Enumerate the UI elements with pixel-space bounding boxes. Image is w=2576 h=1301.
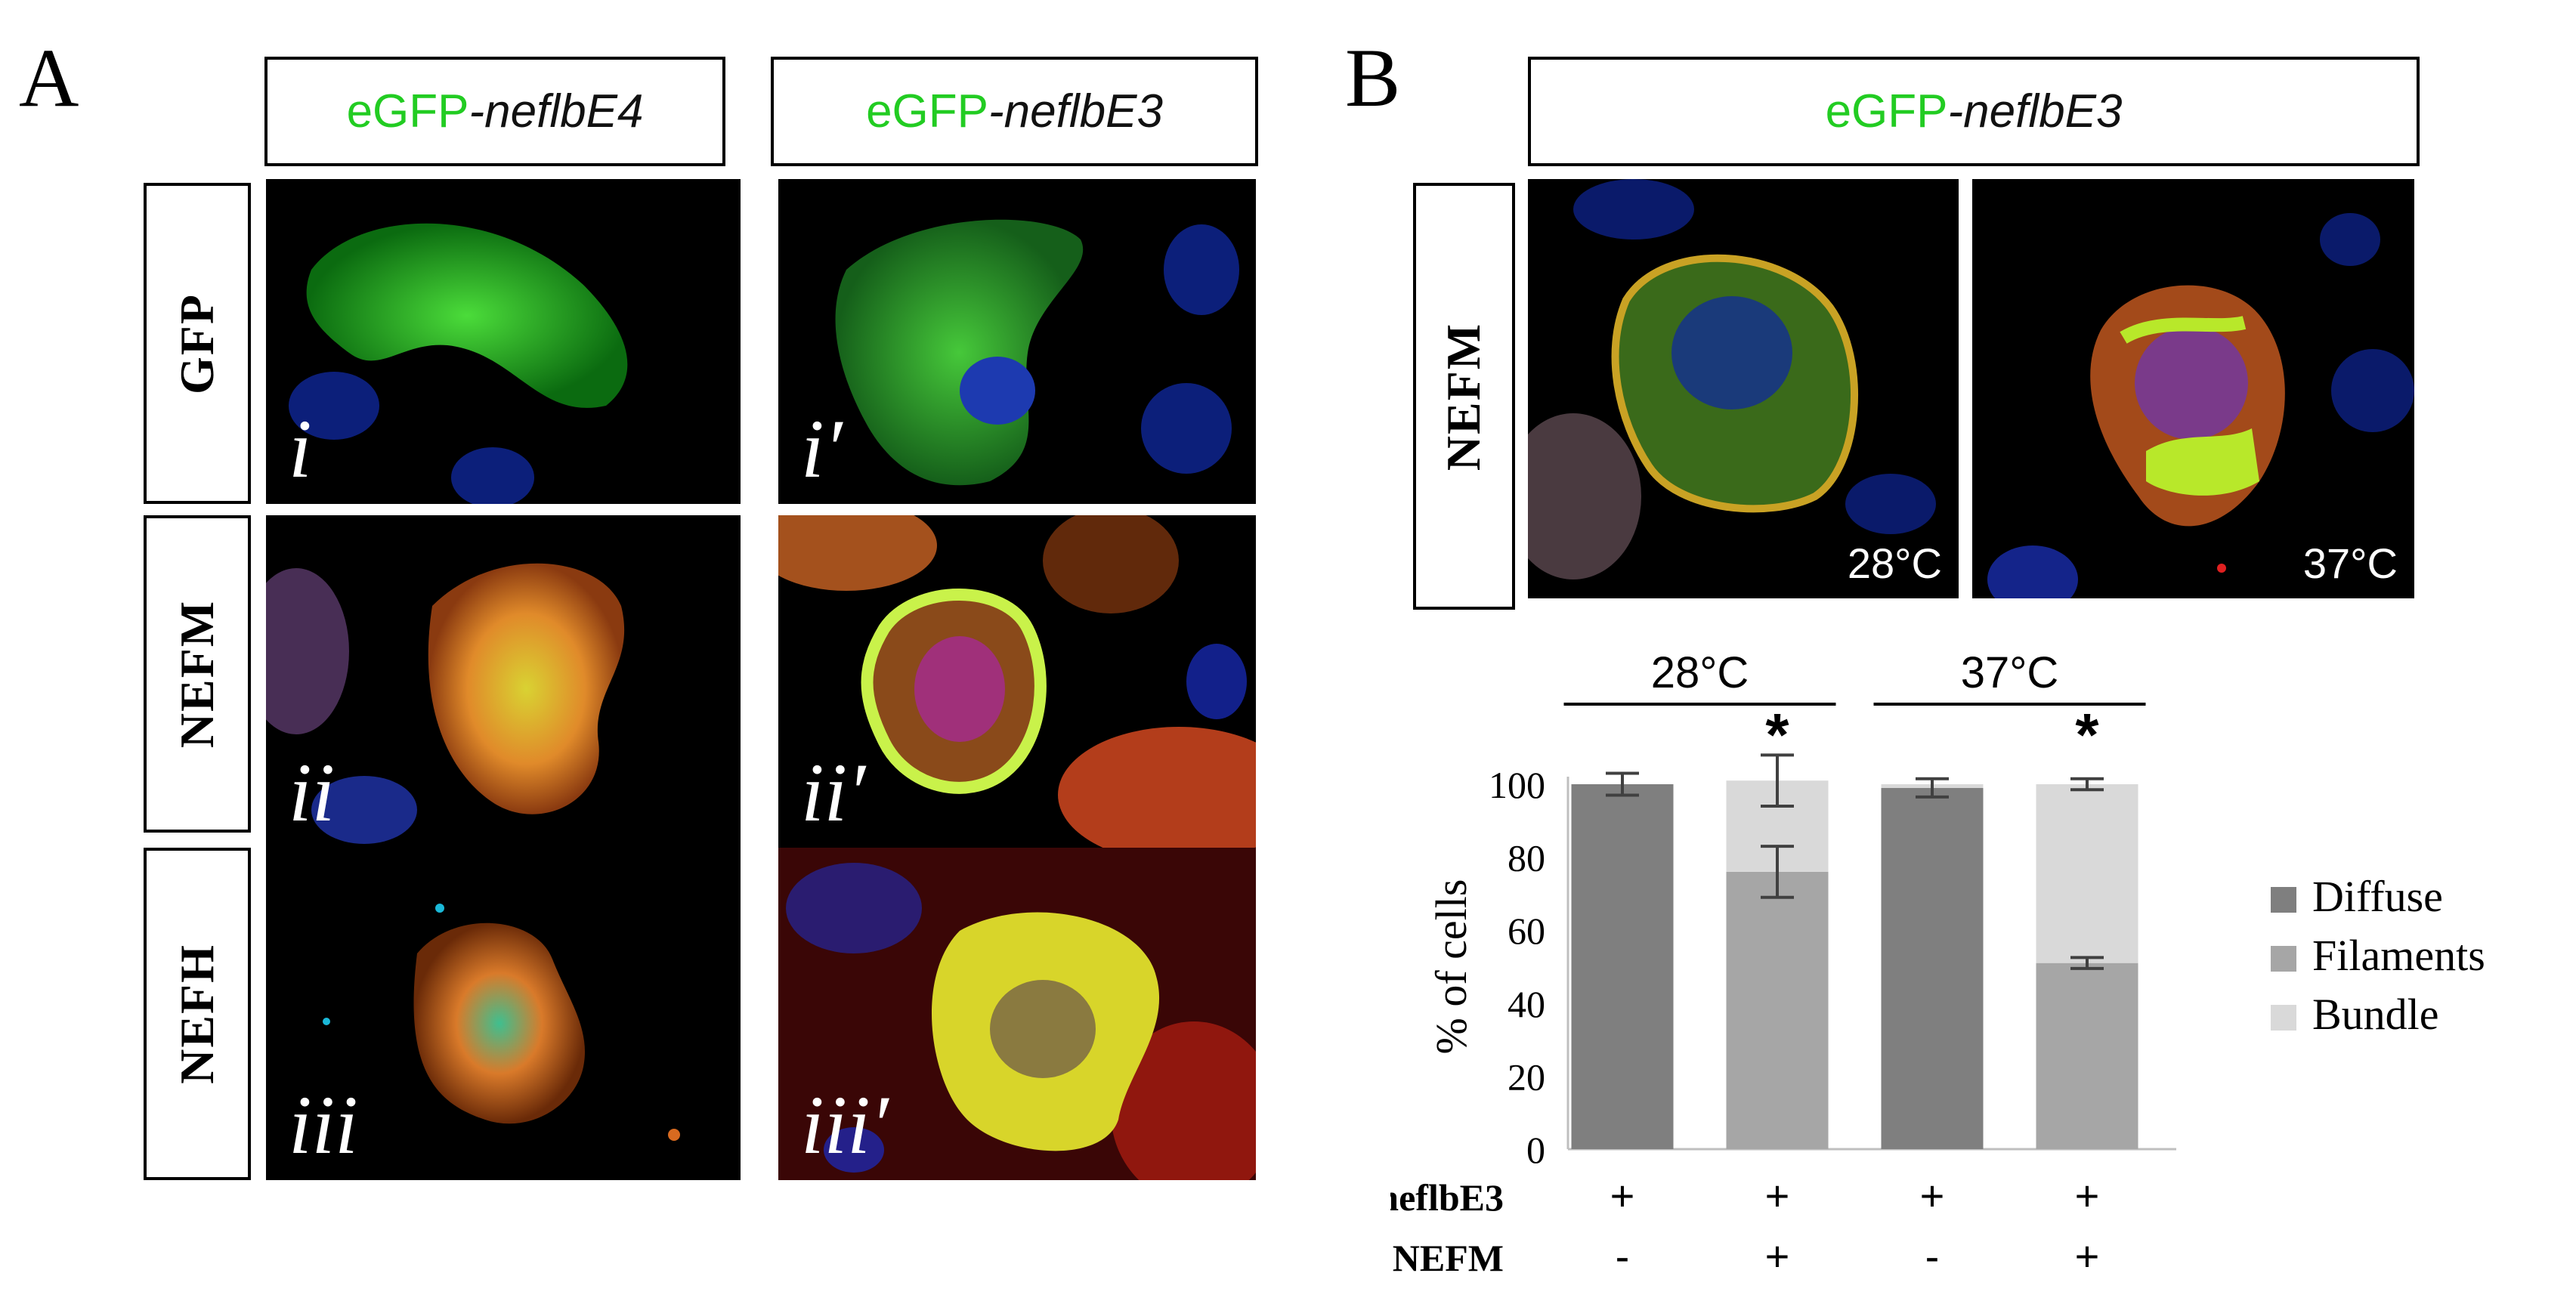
panel-b-header-prefix: eGFP <box>1825 85 1948 138</box>
sublabel-i: i <box>289 403 312 495</box>
micrograph-image <box>1987 213 2414 598</box>
panel-b-header-suffix: -neflbE3 <box>1947 85 2123 138</box>
bar-segment-diffuse <box>1881 787 1984 1149</box>
legend-label-filaments: Filaments <box>2312 931 2485 980</box>
micrograph-image <box>835 219 1239 486</box>
panel-b-header: eGFP -neflbE3 <box>1528 57 2420 166</box>
condition-value: - <box>1616 1232 1630 1280</box>
y-tick-label: 100 <box>1489 764 1545 806</box>
legend-label-diffuse: Diffuse <box>2312 872 2443 921</box>
temp-label-28c: 28°C <box>1847 539 1942 587</box>
y-tick-label: 40 <box>1508 983 1545 1025</box>
micrograph-nefm-e3: ii′ <box>778 515 1256 848</box>
micrograph-gfp-e4: i <box>266 179 741 504</box>
sublabel-iii-prime: iii′ <box>801 1079 889 1171</box>
column-header-neflbe4: eGFP -neflbE4 <box>264 57 725 166</box>
chart-marks: 0 20 40 60 80 100 % of cells 28°C * 37°C * Diffuse F… <box>1390 648 2485 1280</box>
micrograph-image <box>266 563 625 844</box>
micrograph-image <box>778 515 1256 848</box>
column-header-suffix: -neflbE4 <box>469 85 644 138</box>
column-header-prefix: eGFP <box>346 85 469 138</box>
panel-letter-a: A <box>19 32 79 124</box>
temp-label-37c: 37°C <box>2302 539 2398 587</box>
significance-mark: * <box>2075 701 2099 768</box>
legend-swatch-bundle <box>2271 1005 2296 1031</box>
group-label-2: 37°C <box>1961 648 2059 697</box>
row-label-gfp: GFP <box>144 183 251 504</box>
sublabel-ii-prime: ii′ <box>801 746 866 839</box>
micrograph-b-28c: 28°C <box>1528 179 1959 598</box>
significance-mark: * <box>1765 701 1789 768</box>
legend-swatch-filaments <box>2271 946 2296 972</box>
micrograph-nefh-e3: iii′ <box>778 848 1256 1180</box>
y-tick-label: 20 <box>1508 1055 1545 1098</box>
y-axis-label: % of cells <box>1427 879 1476 1055</box>
column-header-suffix: -neflbE3 <box>988 85 1163 138</box>
panel-letter-b: B <box>1345 32 1401 124</box>
condition-row-label: NEFM <box>1393 1237 1504 1279</box>
condition-value: + <box>1765 1232 1790 1280</box>
group-label-1: 28°C <box>1651 648 1749 697</box>
micrograph-nefh-e4: iii <box>266 848 741 1180</box>
micrograph-image <box>323 904 680 1141</box>
sublabel-ii: ii <box>289 746 336 839</box>
y-tick-label: 0 <box>1526 1129 1545 1171</box>
micrograph-image <box>289 223 628 504</box>
bar-segment-filaments <box>2036 963 2138 1149</box>
micrograph-gfp-e3: i′ <box>778 179 1256 504</box>
stacked-bar-chart: 0 20 40 60 80 100 % of cells 28°C * 37°C * Diffuse F… <box>1390 648 2485 1280</box>
bar-segment-diffuse <box>1571 784 1674 1149</box>
micrograph-nefm-e4: ii <box>266 515 741 848</box>
y-tick-label: 60 <box>1508 910 1545 952</box>
panel-b-row-label-nefm: NEFM <box>1413 183 1515 610</box>
y-tick-label: 80 <box>1508 837 1545 879</box>
condition-value: + <box>2075 1172 2100 1219</box>
legend-swatch-diffuse <box>2271 887 2296 913</box>
condition-value: + <box>1920 1172 1945 1219</box>
legend-label-bundle: Bundle <box>2312 990 2439 1039</box>
row-label-nefm: NEFM <box>144 515 251 833</box>
column-header-prefix: eGFP <box>866 85 988 138</box>
sublabel-i-prime: i′ <box>801 403 843 495</box>
row-label-nefh: NEFH <box>144 848 251 1180</box>
micrograph-image <box>778 848 1256 1180</box>
bar-segment-bundle <box>2036 784 2138 963</box>
condition-value: + <box>1765 1172 1790 1219</box>
bar-segment-filaments <box>1726 871 1829 1149</box>
condition-value: + <box>2075 1232 2100 1280</box>
condition-value: + <box>1610 1172 1635 1219</box>
micrograph-b-37c: 37°C <box>1972 179 2414 598</box>
condition-value: - <box>1925 1232 1940 1280</box>
condition-row-label: neflbE3 <box>1390 1176 1504 1219</box>
sublabel-iii: iii <box>289 1079 358 1171</box>
micrograph-image <box>1528 179 1936 579</box>
column-header-neflbe3: eGFP -neflbE3 <box>771 57 1258 166</box>
